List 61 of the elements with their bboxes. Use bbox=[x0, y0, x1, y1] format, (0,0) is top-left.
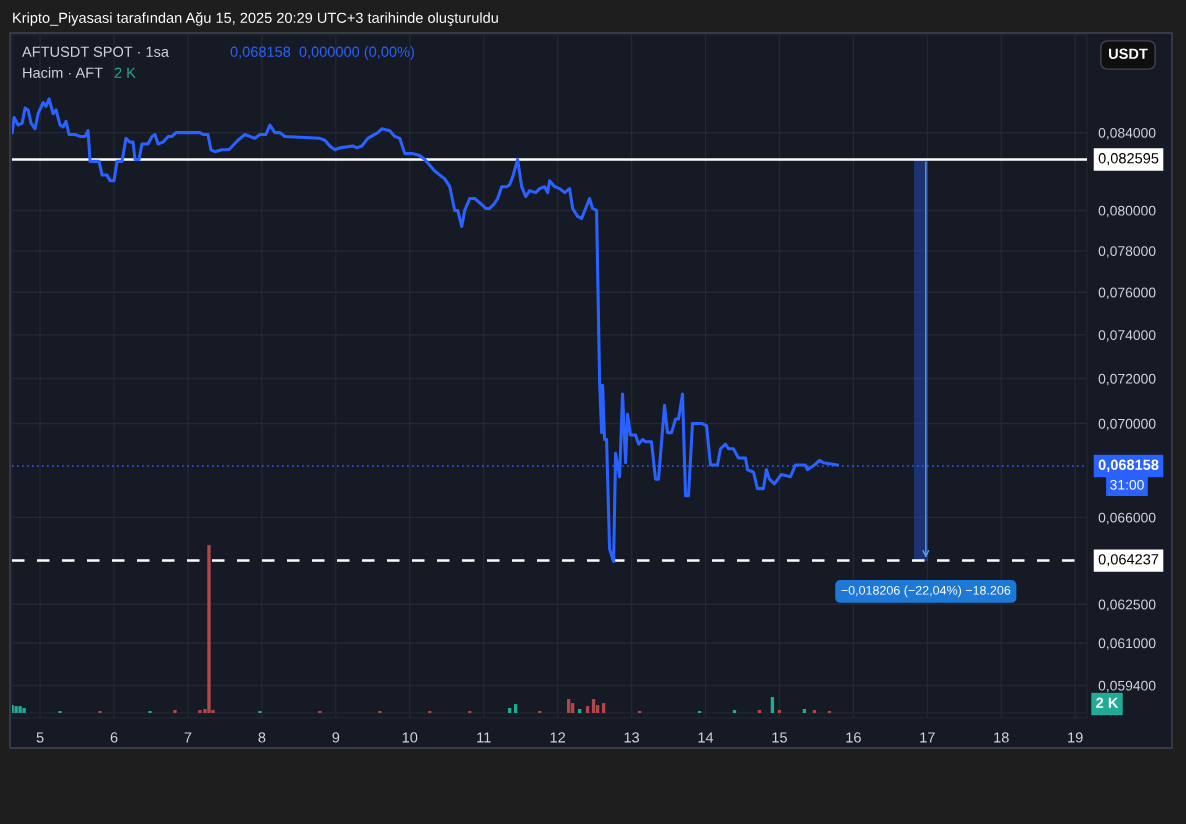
bar bbox=[577, 708, 582, 713]
text: 31:00 bbox=[1110, 479, 1144, 490]
y-tick-label: 0,059400 bbox=[1098, 680, 1156, 693]
bar bbox=[148, 710, 152, 713]
bar bbox=[566, 699, 571, 713]
y-tick-label: 0,084000 bbox=[1098, 127, 1156, 140]
bar bbox=[812, 709, 817, 713]
bar bbox=[318, 710, 322, 713]
x-tick-label: 19 bbox=[1068, 732, 1083, 743]
y-tick-label: 0,080000 bbox=[1098, 205, 1156, 218]
annotation: 2 K bbox=[114, 67, 136, 78]
x-tick-label: 18 bbox=[994, 732, 1009, 743]
bar bbox=[732, 709, 737, 713]
x-tick-label: 6 bbox=[110, 732, 118, 743]
text: 2 K bbox=[1096, 697, 1119, 708]
x-tick-label: 17 bbox=[920, 732, 935, 743]
x-tick-label: 15 bbox=[772, 732, 787, 743]
bar bbox=[591, 699, 596, 713]
chart-title: Hacim · AFT bbox=[23, 67, 103, 78]
x-tick-label: 14 bbox=[698, 732, 714, 743]
bar bbox=[770, 697, 775, 713]
bar bbox=[757, 709, 762, 713]
x-tick-label: 13 bbox=[624, 732, 640, 743]
bar bbox=[98, 710, 102, 713]
bar bbox=[58, 710, 62, 713]
bar bbox=[173, 709, 177, 713]
y-tick-label: 0,078000 bbox=[1098, 246, 1156, 258]
bar bbox=[18, 706, 22, 713]
x-tick-label: 11 bbox=[477, 732, 491, 743]
x-tick-label: 8 bbox=[258, 732, 266, 743]
ref-line-label: 0,064237 bbox=[1098, 554, 1159, 567]
bar bbox=[258, 710, 262, 713]
bar bbox=[22, 707, 26, 713]
bar bbox=[585, 706, 590, 713]
text: Kripto_Piyasasi tarafından Ağu 15, 2025 20:29 UTC+3 tarihinde oluşturuldu bbox=[13, 12, 498, 26]
text: AFTUSDT SPOT · 1sa bbox=[22, 46, 169, 57]
y-tick-label: 0,070000 bbox=[1098, 418, 1156, 431]
bar bbox=[570, 703, 575, 713]
y-tick-label: 0,074000 bbox=[1098, 330, 1156, 342]
bar bbox=[14, 706, 18, 713]
bar bbox=[207, 545, 211, 713]
y-tick-label: 0,062500 bbox=[1098, 599, 1156, 612]
annotation: −0,018206 (−22,04%) −18.206 bbox=[841, 585, 1011, 598]
y-tick-label: 0,072000 bbox=[1098, 373, 1156, 386]
y-tick-label: 0,061000 bbox=[1098, 638, 1156, 650]
ref-line-label: 0,082595 bbox=[1098, 153, 1159, 166]
x-tick-label: 12 bbox=[550, 732, 566, 743]
bar bbox=[802, 708, 807, 713]
x-tick-label: 16 bbox=[846, 732, 861, 743]
ref-line-label: 0,068158 bbox=[1098, 459, 1159, 473]
x-tick-label: 10 bbox=[402, 732, 418, 743]
y-tick-label: 0,066000 bbox=[1098, 512, 1156, 525]
bar bbox=[513, 704, 518, 713]
y-tick-label: 0,076000 bbox=[1098, 287, 1156, 300]
annotation: 0,068158 0,000000 (0,00%) bbox=[230, 46, 414, 60]
x-tick-label: 5 bbox=[36, 732, 44, 743]
text: USDT bbox=[1109, 48, 1148, 59]
x-tick-label: 9 bbox=[332, 732, 340, 743]
bar bbox=[777, 709, 782, 713]
x-tick-label: 7 bbox=[184, 732, 192, 743]
bar bbox=[601, 703, 606, 713]
